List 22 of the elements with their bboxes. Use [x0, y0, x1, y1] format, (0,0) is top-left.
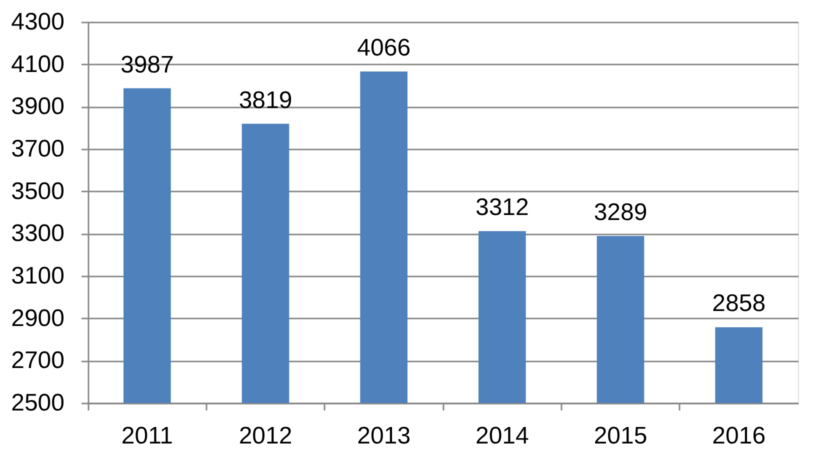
y-tick-label: 3300: [11, 220, 64, 248]
data-label: 3987: [120, 51, 174, 78]
data-label: 2858: [712, 290, 766, 318]
x-tick-label: 2012: [238, 422, 292, 450]
y-tick-label: 2700: [11, 347, 64, 374]
data-label: 3289: [594, 198, 648, 226]
y-tick-label: 3900: [11, 93, 64, 120]
data-label: 3312: [475, 194, 529, 222]
x-tick-label: 2013: [357, 422, 411, 450]
y-tick-label: 4100: [11, 50, 64, 78]
y-tick-label: 3700: [11, 136, 64, 162]
x-tick-label: 2014: [475, 422, 529, 450]
y-tick-label: 2500: [11, 390, 64, 416]
x-tick-label: 2016: [712, 422, 766, 450]
x-tick-label: 2015: [594, 422, 648, 450]
data-label: 3819: [238, 86, 292, 114]
y-tick-label: 4300: [11, 8, 64, 36]
y-tick-label: 3500: [11, 178, 64, 205]
y-tick-label: 3100: [11, 262, 64, 290]
data-label: 4066: [357, 34, 411, 62]
x-tick-label: 2011: [121, 422, 173, 450]
y-tick-label: 2900: [11, 304, 64, 332]
